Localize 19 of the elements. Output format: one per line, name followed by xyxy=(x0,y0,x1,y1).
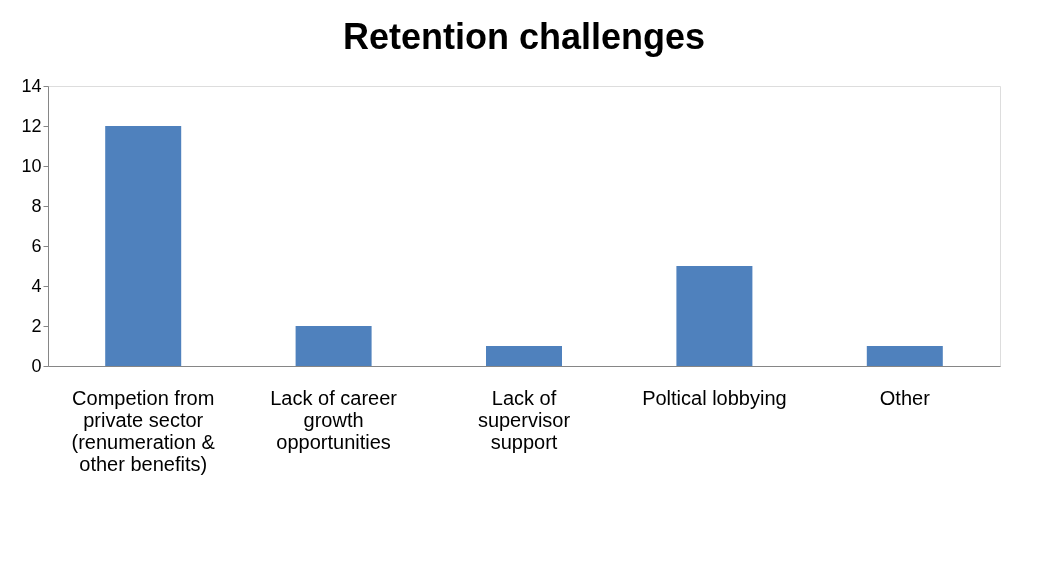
x-tick-label: Poltical lobbying xyxy=(642,386,787,409)
x-tick-label: Competion from private sector (renumeration & other benefits) xyxy=(71,386,216,475)
bar xyxy=(676,266,753,366)
y-tick-label: 10 xyxy=(21,155,42,176)
y-tick-label: 2 xyxy=(31,315,42,336)
x-tick-label: Lack of career growth opportunities xyxy=(270,386,398,453)
y-tick-label: 14 xyxy=(21,75,42,96)
bar xyxy=(866,346,943,366)
bar xyxy=(105,126,182,366)
chart-title: Retention challenges xyxy=(342,16,706,57)
x-tick-label: Lack of supervisor support xyxy=(477,386,571,453)
x-tick-label: Other xyxy=(879,386,931,409)
y-tick-label: 8 xyxy=(31,195,42,216)
y-tick-label: 4 xyxy=(31,275,42,296)
y-tick-label: 6 xyxy=(31,235,42,256)
y-tick-label: 12 xyxy=(21,115,42,136)
y-tick-label: 0 xyxy=(31,355,42,376)
bar xyxy=(295,326,372,366)
bar xyxy=(486,346,562,366)
